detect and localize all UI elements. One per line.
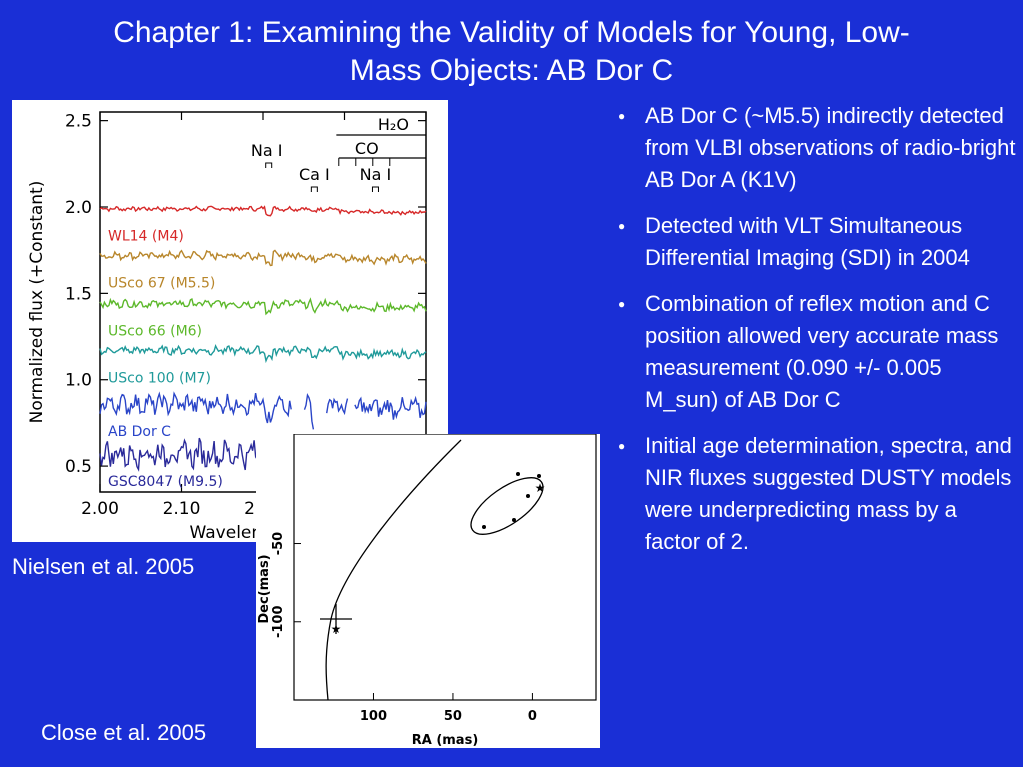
feature-label-na2: Na I — [360, 165, 392, 184]
na1-marker — [265, 162, 273, 168]
y-tick-label: 0.5 — [65, 457, 92, 477]
orbit-arc-ab-dor-c — [325, 439, 462, 701]
y-tick-label: 1.0 — [65, 371, 92, 391]
bullet-dot-icon: ● — [618, 439, 626, 453]
series-label: USco 67 (M5.5) — [108, 275, 215, 291]
y-tick-label: -50 — [271, 532, 286, 556]
plot-frame — [293, 434, 597, 701]
reflex-orbit-ellipse — [470, 477, 544, 535]
bullet-item: ● Combination of reflex motion and C posi… — [612, 288, 1017, 416]
feature-label-h2o: H₂O — [378, 115, 409, 134]
x-tick-label: 100 — [360, 709, 387, 724]
bullet-item: ● Initial age determination, spectra, and… — [612, 430, 1017, 558]
y-tick-label: 1.5 — [65, 284, 92, 304]
orbit-chart: 100 50 0 -50 -100 RA (mas) Dec(mas) ★ ★ — [257, 434, 597, 748]
ca-marker — [310, 186, 318, 192]
orbit-epoch-point — [482, 525, 486, 529]
bullet-text: Detected with VLT Simultaneous Different… — [645, 213, 970, 270]
bullet-text: AB Dor C (~M5.5) indirectly detected fro… — [645, 103, 1016, 192]
series-line — [99, 249, 427, 267]
caption-close: Close et al. 2005 — [41, 720, 207, 745]
series-line — [99, 205, 427, 217]
y-tick-label: 2.5 — [65, 112, 92, 132]
bullet-text: Combination of reflex motion and C posit… — [645, 291, 999, 412]
star-marker-icon: ★ — [535, 481, 546, 495]
orbit-epoch-point — [526, 494, 530, 498]
series-line — [99, 391, 427, 430]
bullet-dot-icon: ● — [618, 297, 626, 311]
x-tick-label: 0 — [528, 709, 537, 724]
series-label: GSC8047 (M9.5) — [108, 474, 223, 490]
bullet-dot-icon: ● — [618, 109, 626, 123]
bullet-list: ● AB Dor C (~M5.5) indirectly detected fr… — [612, 100, 1017, 572]
series-label: USco 100 (M7) — [108, 370, 211, 386]
orbit-epoch-point — [537, 474, 541, 478]
bullet-item: ● Detected with VLT Simultaneous Differen… — [612, 210, 1017, 274]
feature-label-ca: Ca I — [299, 165, 330, 184]
x-tick-label: 2.00 — [81, 499, 119, 519]
feature-label-na1: Na I — [251, 141, 283, 160]
title-line-2: Mass Objects: AB Dor C — [349, 54, 674, 87]
star-marker-icon: ★ — [331, 622, 342, 636]
y-axis-label: Normalized flux (+Constant) — [27, 181, 47, 424]
caption-nielsen: Nielsen et al. 2005 — [12, 554, 195, 579]
x-tick-label: 50 — [444, 709, 462, 724]
y-tick-label: -100 — [271, 605, 286, 638]
bullet-text: Initial age determination, spectra, and … — [645, 433, 1012, 554]
spectra-figure: 2.002.102.202.302.400.51.01.52.02.5Wavel… — [12, 100, 448, 542]
bullet-dot-icon: ● — [618, 219, 626, 233]
series-line — [99, 297, 427, 316]
orbit-figure: 100 50 0 -50 -100 RA (mas) Dec(mas) ★ ★ — [256, 434, 600, 748]
orbit-epoch-point — [516, 472, 520, 476]
y-tick-label: 2.0 — [65, 198, 92, 218]
series-label: WL14 (M4) — [108, 229, 184, 245]
bullet-item: ● AB Dor C (~M5.5) indirectly detected fr… — [612, 100, 1017, 196]
feature-label-co: CO — [355, 139, 379, 158]
na2-marker — [371, 186, 379, 192]
series-label: AB Dor C — [108, 424, 171, 440]
series-line — [99, 343, 427, 364]
title-line-1: Chapter 1: Examining the Validity of Mod… — [113, 16, 910, 49]
slide-title: Chapter 1: Examining the Validity of Mod… — [0, 14, 1023, 90]
y-axis-label: Dec(mas) — [257, 554, 272, 623]
x-tick-label: 2.10 — [163, 499, 201, 519]
series-label: USco 66 (M6) — [108, 324, 202, 340]
x-axis-label: RA (mas) — [412, 733, 479, 748]
orbit-epoch-point — [512, 518, 516, 522]
